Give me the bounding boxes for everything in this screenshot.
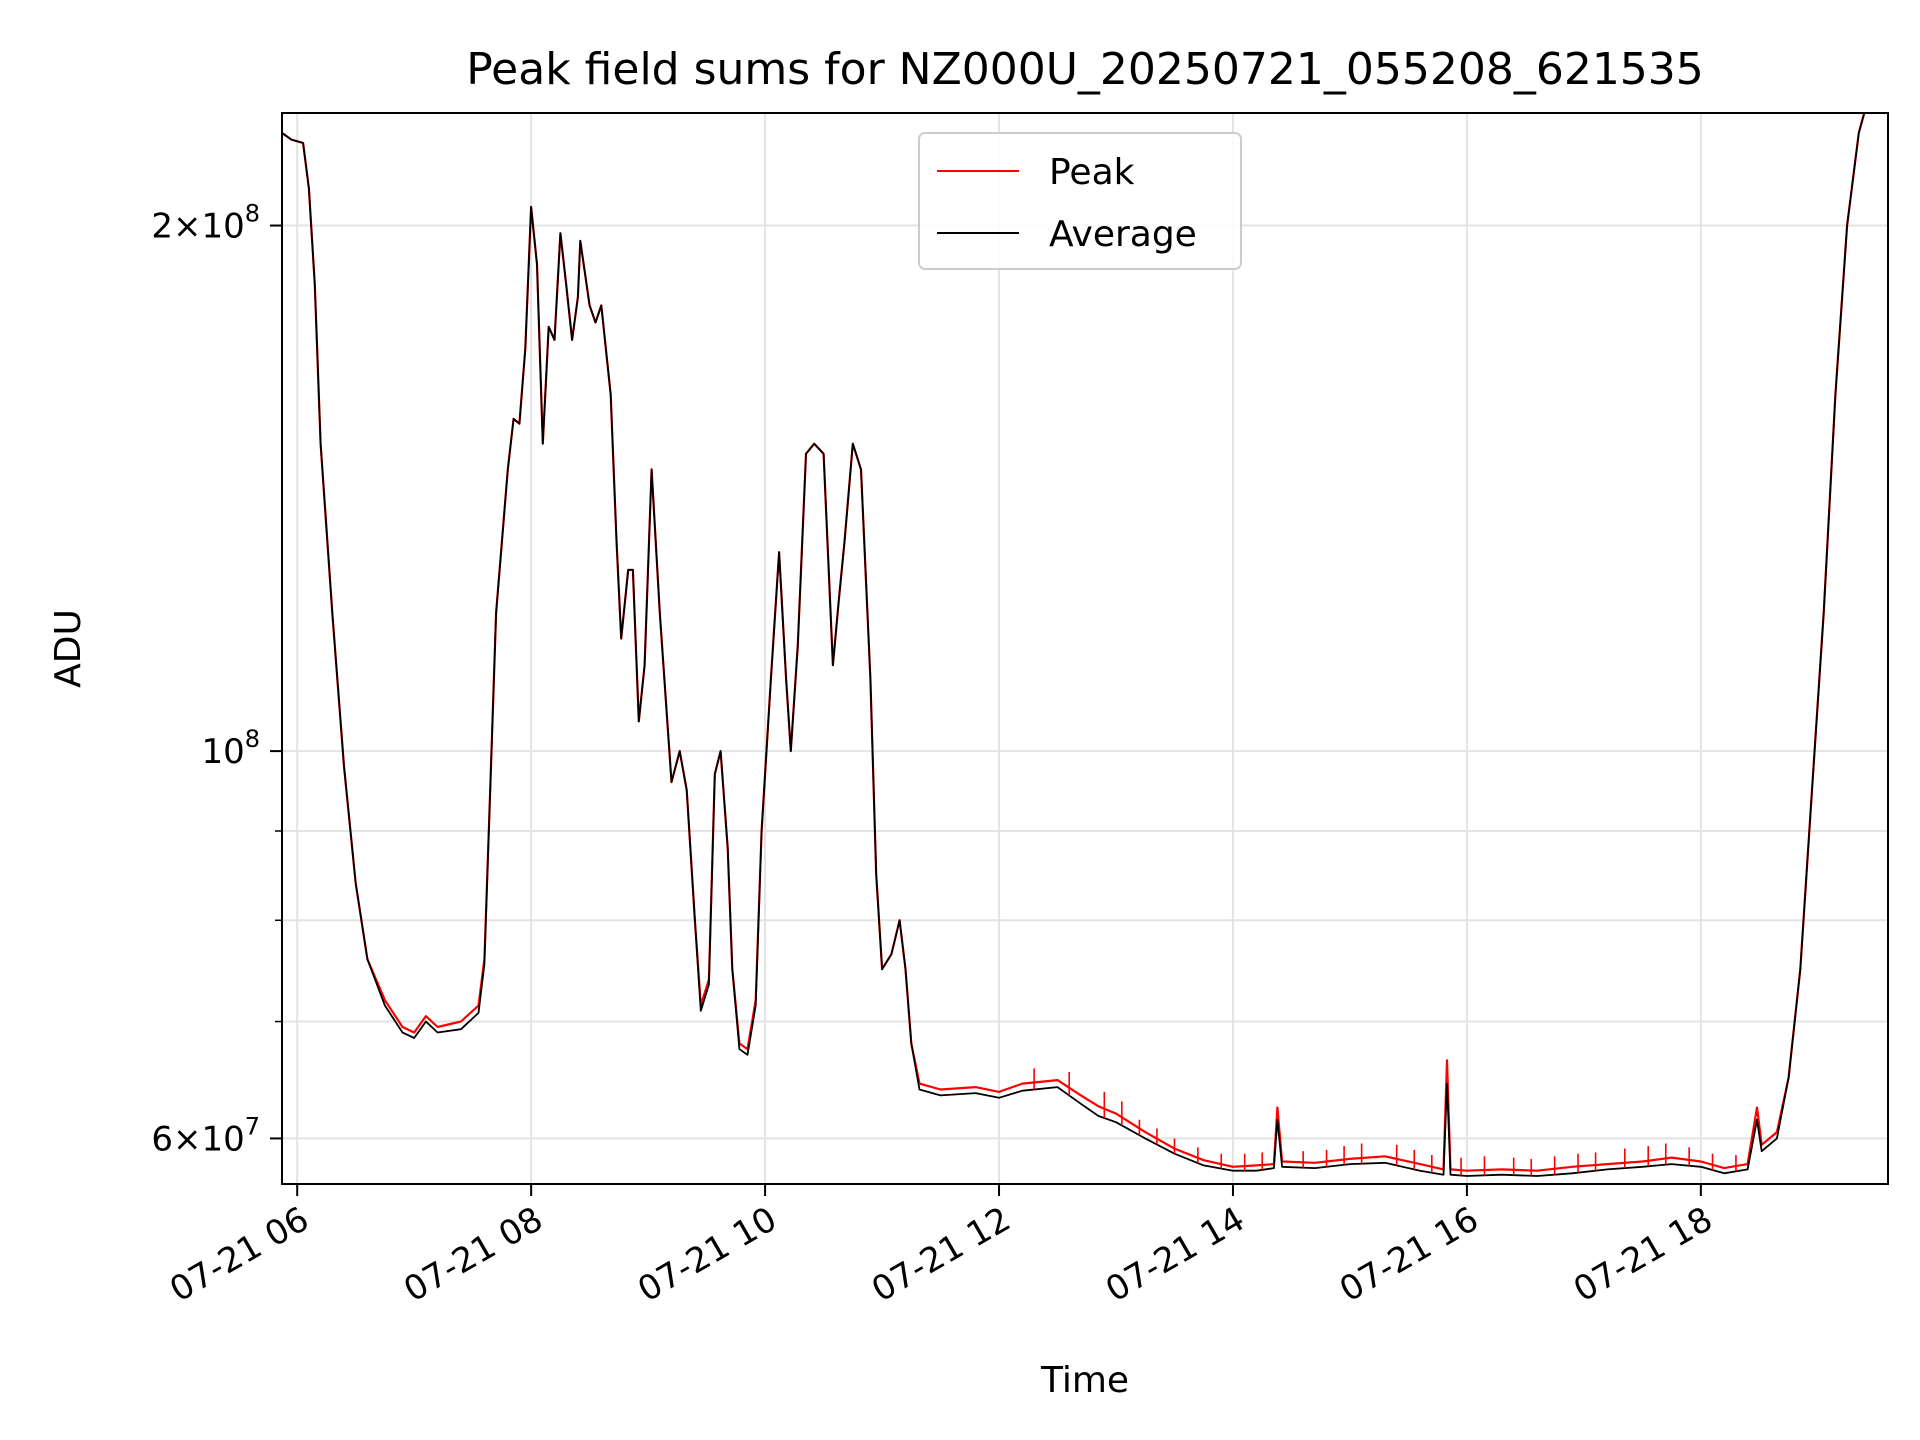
series-layer <box>282 113 1866 1177</box>
legend-label-average: Average <box>1049 214 1197 255</box>
y-tick-label-1: 108 <box>201 725 260 772</box>
plot-frame <box>281 112 1889 1185</box>
x-axis-title: Time <box>1040 1360 1129 1401</box>
y-tick-label-2: 2×108 <box>151 200 260 247</box>
legend-label-peak: Peak <box>1049 152 1135 193</box>
chart-title: Peak field sums for NZ000U_20250721_0552… <box>466 44 1704 95</box>
legend: Peak Average <box>918 132 1242 270</box>
y-tick-label-0: 6×107 <box>151 1112 260 1159</box>
legend-box <box>918 132 1242 270</box>
series-line-average <box>282 113 1866 1177</box>
y-axis-title: ADU <box>48 609 89 688</box>
